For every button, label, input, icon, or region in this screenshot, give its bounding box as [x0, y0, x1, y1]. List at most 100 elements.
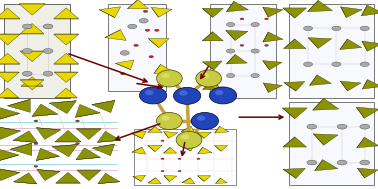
Circle shape [251, 49, 259, 53]
Polygon shape [263, 61, 270, 70]
Polygon shape [148, 145, 162, 152]
Ellipse shape [161, 115, 170, 121]
Ellipse shape [191, 112, 218, 129]
Circle shape [43, 49, 53, 53]
Polygon shape [283, 137, 307, 147]
Polygon shape [226, 30, 248, 40]
Polygon shape [361, 5, 367, 16]
Polygon shape [202, 8, 213, 17]
Circle shape [34, 143, 38, 145]
Polygon shape [164, 176, 169, 181]
Bar [108, 4, 166, 91]
Polygon shape [283, 8, 295, 18]
Polygon shape [0, 53, 20, 64]
Polygon shape [54, 53, 79, 64]
Polygon shape [361, 5, 378, 16]
Polygon shape [198, 176, 204, 181]
Ellipse shape [181, 134, 189, 140]
Polygon shape [148, 126, 155, 132]
Circle shape [22, 49, 32, 53]
Circle shape [143, 10, 148, 12]
Polygon shape [92, 100, 115, 113]
Polygon shape [97, 140, 121, 142]
Circle shape [226, 49, 235, 53]
Polygon shape [0, 113, 20, 120]
Polygon shape [198, 147, 212, 154]
Circle shape [332, 26, 341, 31]
Polygon shape [32, 104, 58, 116]
Polygon shape [283, 8, 307, 18]
Polygon shape [105, 30, 126, 40]
Bar [210, 4, 276, 98]
Polygon shape [308, 0, 318, 12]
Polygon shape [263, 32, 283, 42]
Polygon shape [341, 7, 346, 18]
Polygon shape [215, 178, 220, 183]
Polygon shape [98, 173, 120, 184]
Circle shape [139, 19, 148, 23]
Polygon shape [197, 132, 211, 138]
Circle shape [178, 170, 181, 172]
Polygon shape [314, 160, 338, 171]
Polygon shape [362, 41, 367, 51]
Circle shape [360, 62, 369, 67]
Circle shape [337, 124, 347, 129]
Polygon shape [340, 39, 362, 50]
Polygon shape [203, 61, 222, 70]
Polygon shape [203, 81, 214, 89]
Polygon shape [308, 38, 318, 48]
Polygon shape [50, 101, 76, 114]
Circle shape [337, 160, 347, 165]
Polygon shape [14, 173, 37, 184]
Circle shape [128, 24, 137, 29]
Polygon shape [131, 131, 146, 139]
Polygon shape [0, 155, 19, 162]
Circle shape [360, 160, 370, 165]
Polygon shape [313, 98, 324, 110]
Circle shape [226, 74, 235, 78]
Polygon shape [151, 7, 172, 17]
Circle shape [22, 24, 32, 29]
Polygon shape [97, 131, 121, 142]
Polygon shape [203, 81, 222, 90]
Circle shape [304, 26, 313, 31]
Polygon shape [357, 168, 378, 178]
Polygon shape [340, 39, 347, 50]
Circle shape [178, 140, 181, 142]
Ellipse shape [139, 87, 167, 104]
Polygon shape [36, 156, 59, 160]
Polygon shape [356, 107, 364, 118]
Polygon shape [54, 8, 79, 19]
Polygon shape [0, 148, 19, 162]
Polygon shape [308, 0, 332, 12]
Polygon shape [283, 137, 295, 147]
Circle shape [155, 29, 159, 31]
Polygon shape [314, 160, 323, 171]
Bar [4, 4, 70, 98]
Polygon shape [19, 4, 45, 15]
Polygon shape [92, 100, 115, 105]
Polygon shape [0, 126, 20, 131]
Polygon shape [313, 98, 339, 110]
Polygon shape [133, 176, 141, 181]
Polygon shape [283, 168, 305, 178]
Circle shape [251, 22, 259, 27]
Circle shape [120, 51, 129, 55]
Circle shape [197, 140, 200, 142]
Circle shape [178, 158, 181, 160]
Circle shape [197, 158, 200, 160]
Polygon shape [115, 60, 134, 70]
Circle shape [307, 124, 317, 129]
Polygon shape [313, 134, 324, 145]
Polygon shape [340, 81, 361, 91]
Circle shape [360, 26, 369, 31]
Polygon shape [310, 75, 317, 85]
Polygon shape [93, 144, 115, 148]
Polygon shape [341, 7, 362, 18]
Polygon shape [55, 130, 81, 142]
Polygon shape [54, 34, 79, 45]
Ellipse shape [196, 70, 222, 87]
Polygon shape [10, 143, 32, 149]
Polygon shape [50, 101, 76, 103]
Polygon shape [148, 178, 161, 184]
